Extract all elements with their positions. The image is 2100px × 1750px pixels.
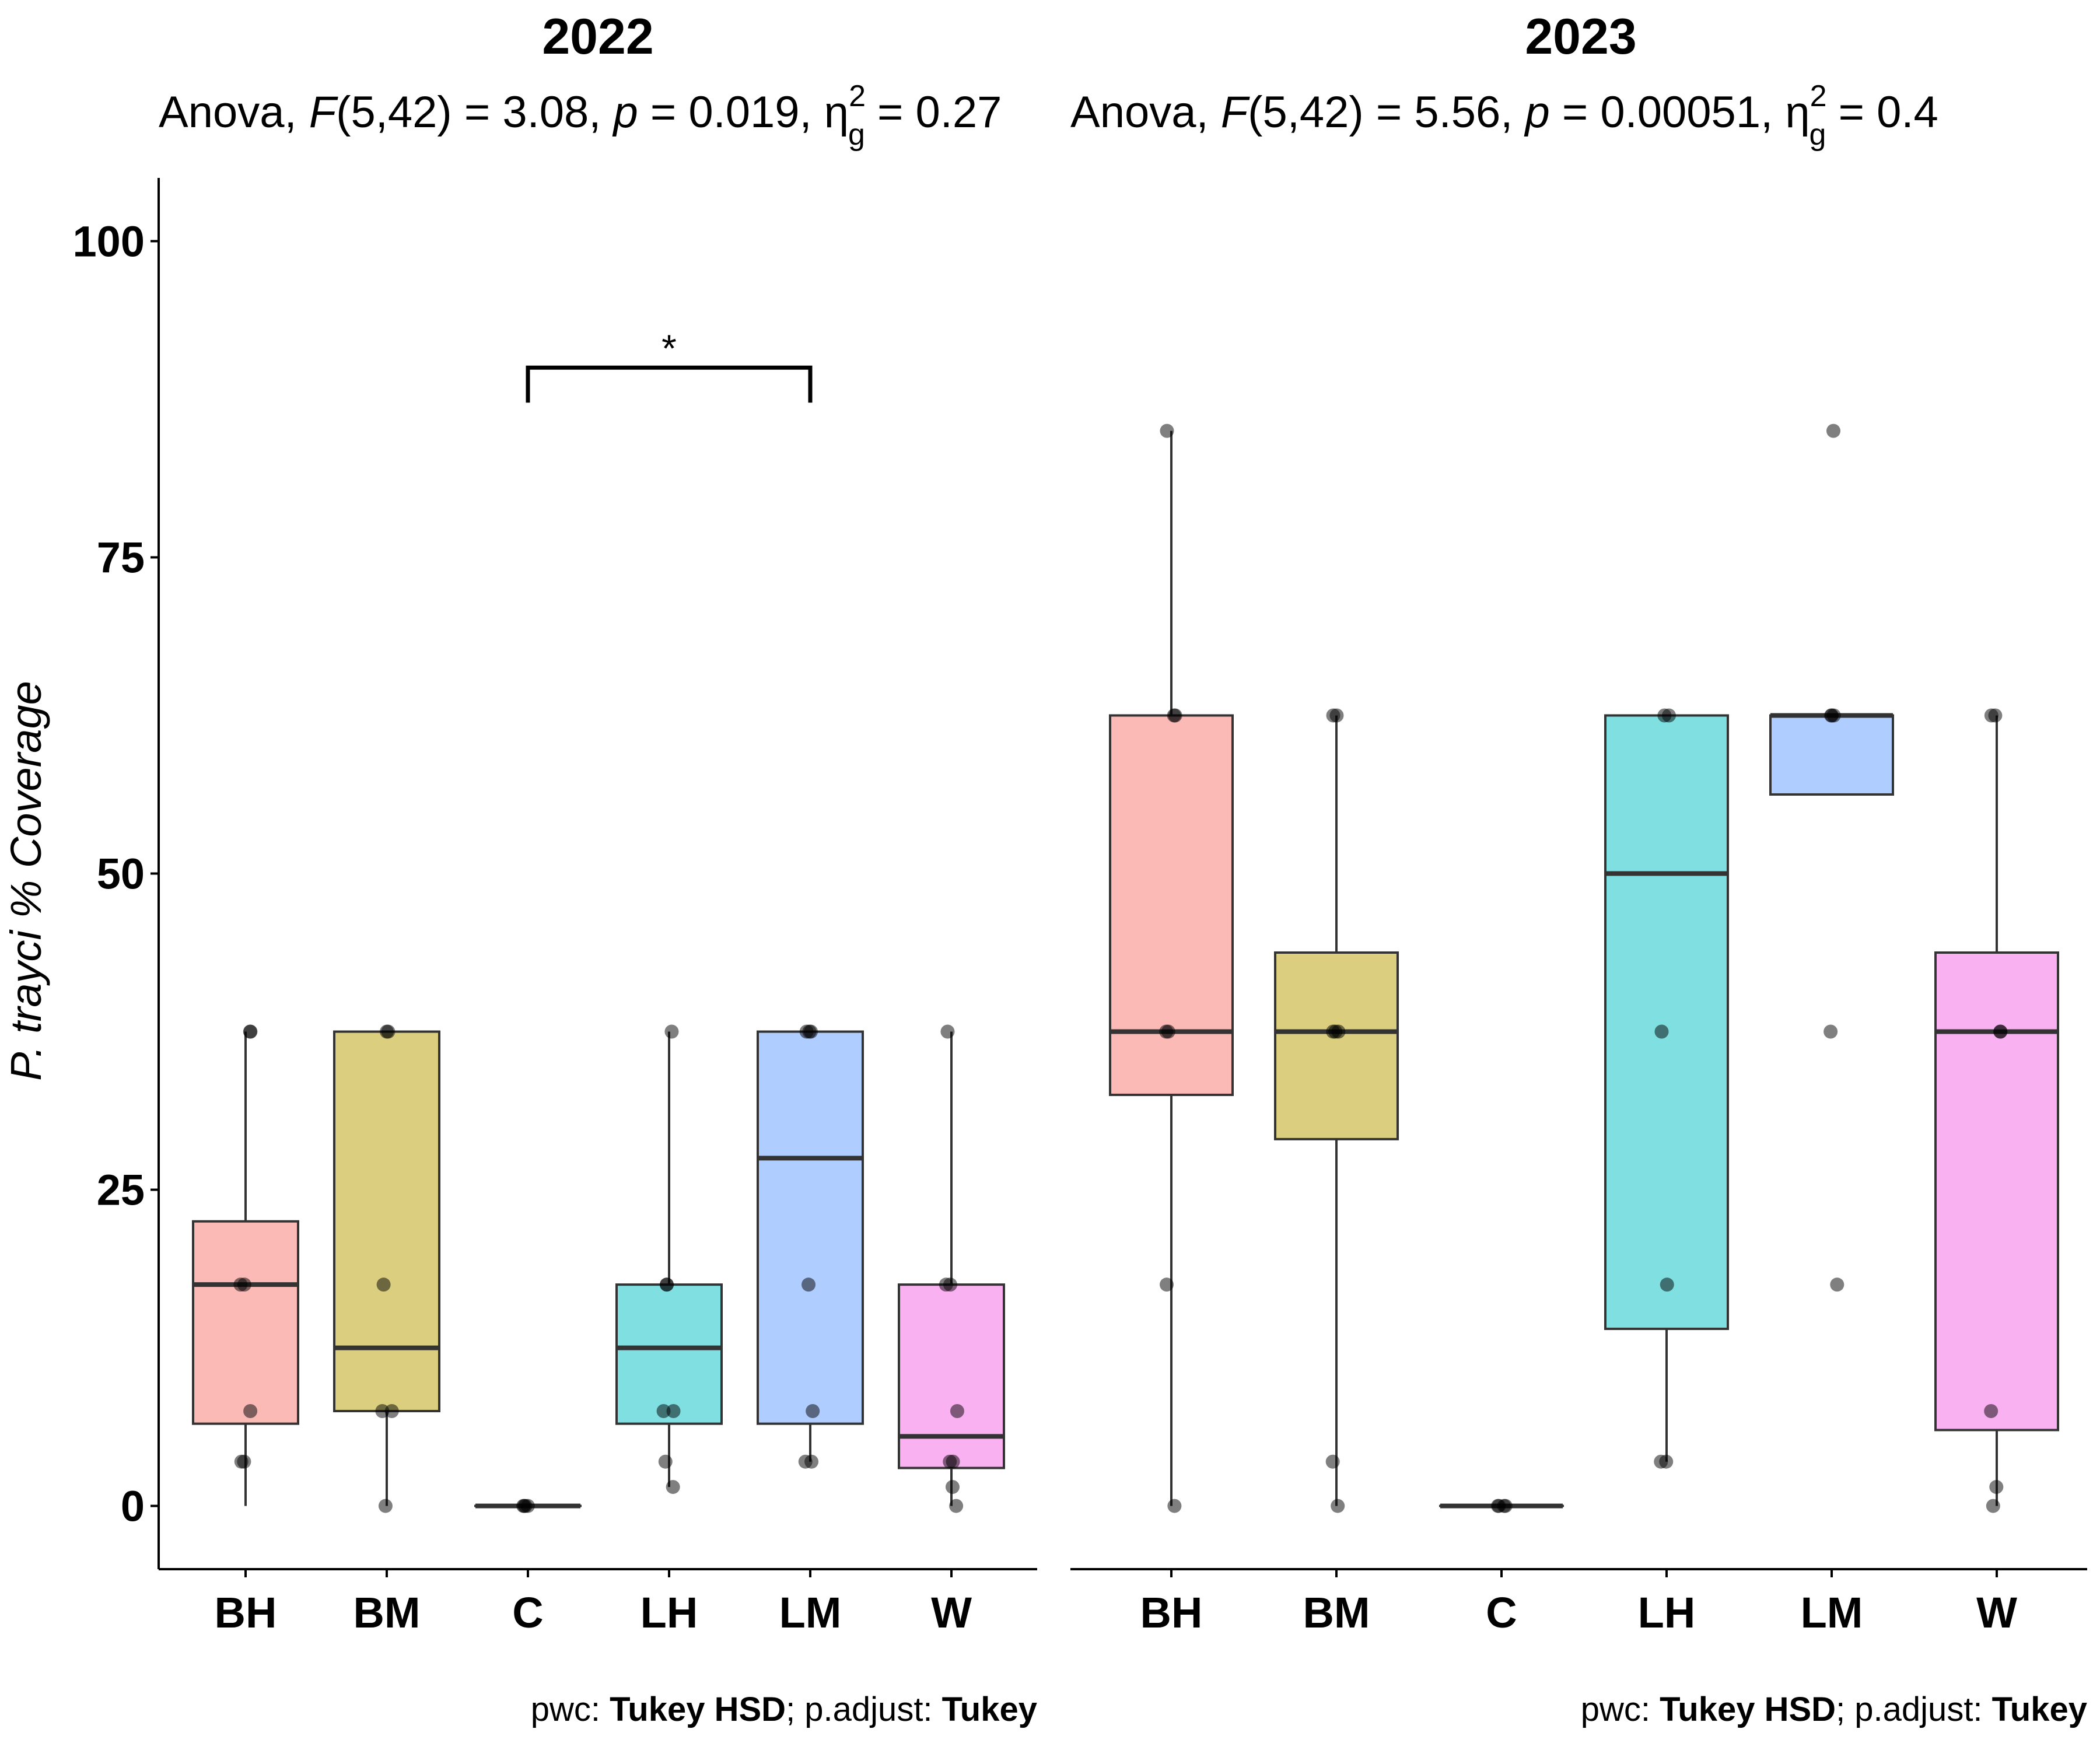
data-point <box>806 1404 820 1418</box>
data-point <box>666 1480 680 1494</box>
data-point <box>658 1454 673 1469</box>
data-point <box>1993 1024 2008 1039</box>
box-BM <box>333 1030 440 1412</box>
box-LM <box>757 1030 864 1425</box>
caption: pwc: Tukey HSD; p.adjust: Tukey <box>1581 1690 2087 1728</box>
data-point <box>1328 1024 1343 1039</box>
data-point <box>243 1404 258 1418</box>
data-point <box>949 1499 964 1513</box>
facet-title: 2023 <box>1525 9 1636 65</box>
facet-title-divider <box>1044 70 1068 158</box>
data-point <box>1826 424 1841 438</box>
data-point <box>1657 708 1672 723</box>
data-point <box>939 1278 953 1292</box>
data-point <box>664 1024 679 1039</box>
x-tick-label: W <box>931 1588 972 1637</box>
y-tick-label: 100 <box>73 217 145 265</box>
x-tick-label: BM <box>1303 1588 1370 1637</box>
data-point <box>243 1024 258 1039</box>
x-tick-label: BH <box>215 1588 277 1637</box>
data-point <box>1331 1499 1345 1513</box>
data-point <box>1492 1499 1506 1513</box>
data-point <box>1161 1024 1175 1039</box>
box-W <box>1934 951 2059 1432</box>
box-BH <box>1109 714 1234 1096</box>
data-point <box>1824 1024 1838 1039</box>
data-point <box>804 1024 818 1039</box>
data-point <box>656 1404 671 1418</box>
y-tick-label: 75 <box>97 533 145 582</box>
y-axis-title: P. trayci % Coverage <box>2 681 50 1081</box>
data-point <box>384 1404 399 1418</box>
data-point <box>237 1278 251 1292</box>
box-LH <box>1604 714 1729 1331</box>
data-point <box>946 1454 960 1469</box>
y-tick-label: 50 <box>97 850 145 898</box>
box-BM <box>1274 951 1399 1140</box>
data-point <box>798 1454 813 1469</box>
box-W <box>898 1283 1005 1469</box>
data-point <box>660 1278 674 1292</box>
x-tick-label: BH <box>1140 1588 1203 1637</box>
data-point <box>945 1480 960 1494</box>
box-LH <box>615 1283 723 1425</box>
x-tick-label: W <box>1976 1588 2017 1637</box>
data-point <box>376 1278 391 1292</box>
anova-summary: Anova, F(5,42) = 5.56, p = 0.00051, η2 g … <box>1070 79 1938 152</box>
x-tick-label: C <box>512 1588 543 1637</box>
data-point <box>1160 424 1174 438</box>
data-point <box>1660 1278 1674 1292</box>
data-point <box>1160 1278 1174 1292</box>
data-point <box>940 1024 955 1039</box>
x-tick-label: LM <box>1801 1588 1863 1637</box>
x-tick-label: C <box>1486 1588 1517 1637</box>
data-point <box>381 1024 396 1039</box>
facet-panel-2023: 2023 Anova, F(5,42) = 5.56, p = 0.00051,… <box>1070 9 2087 1728</box>
data-point <box>1329 708 1344 723</box>
significance-label: * <box>662 327 677 370</box>
data-point <box>1167 1499 1182 1513</box>
data-point <box>1984 708 1999 723</box>
data-point <box>950 1404 964 1418</box>
significance-bracket <box>526 365 813 403</box>
data-point <box>1830 1278 1845 1292</box>
data-point <box>516 1499 531 1513</box>
x-tick-label: LM <box>779 1588 842 1637</box>
data-point <box>666 1404 681 1418</box>
box-BH <box>192 1220 299 1425</box>
data-point <box>1986 1499 2000 1513</box>
data-point <box>802 1278 816 1292</box>
y-tick-label: 0 <box>121 1482 145 1531</box>
y-tick-label: 25 <box>97 1166 145 1214</box>
data-point <box>1325 1454 1340 1469</box>
x-tick-label: LH <box>1638 1588 1696 1637</box>
anova-summary: Anova, F(5,42) = 3.08, p = 0.019, η2 g = … <box>159 79 1002 152</box>
box-LM <box>1769 714 1894 796</box>
data-point <box>1654 1454 1668 1469</box>
data-point <box>237 1454 251 1469</box>
facet-title: 2022 <box>542 9 653 65</box>
data-point <box>1654 1024 1669 1039</box>
facet-panel-2022: 2022 Anova, F(5,42) = 3.08, p = 0.019, η… <box>73 9 1037 1728</box>
data-point <box>1984 1404 1999 1418</box>
x-tick-label: BM <box>353 1588 420 1637</box>
caption: pwc: Tukey HSD; p.adjust: Tukey <box>531 1690 1037 1728</box>
data-point <box>1824 708 1839 723</box>
data-point <box>1167 708 1181 723</box>
data-point <box>378 1499 393 1513</box>
x-tick-label: LH <box>640 1588 698 1637</box>
data-point <box>1989 1480 2004 1494</box>
